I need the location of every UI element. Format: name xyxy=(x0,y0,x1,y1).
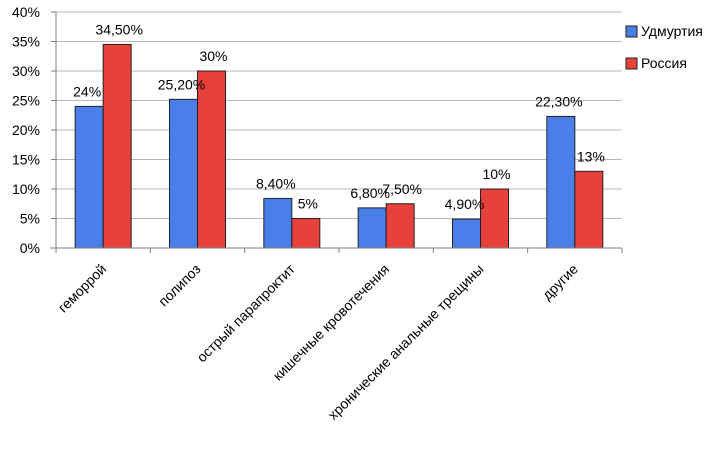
x-category-label: геморрой xyxy=(55,261,110,316)
legend-swatch xyxy=(625,57,638,70)
bar-udmurtia-4 xyxy=(452,218,481,249)
y-tick-label: 25% xyxy=(12,93,40,109)
x-category-label: хронические анальные трещины xyxy=(325,261,487,423)
data-labels: 24% 25,20% 8,40% 6,80% 4,90% 22,30% 34,50% 30% 5… xyxy=(73,21,605,212)
bar-udmurtia-1 xyxy=(169,98,198,249)
bar-russia-2 xyxy=(291,218,321,249)
legend-label: Удмуртия xyxy=(641,23,703,39)
data-label: 25,20% xyxy=(158,76,205,92)
x-category-label: полипоз xyxy=(155,261,204,310)
data-label: 5% xyxy=(298,196,318,212)
y-tick-label: 40% xyxy=(12,4,40,20)
y-tick-label: 35% xyxy=(12,34,40,50)
y-tick-label: 30% xyxy=(12,63,40,79)
bar-russia-4 xyxy=(480,188,509,249)
legend-swatch xyxy=(625,25,638,38)
bar-udmurtia-5 xyxy=(546,115,576,249)
data-label: 22,30% xyxy=(535,93,582,109)
legend-label: Россия xyxy=(641,55,687,71)
bar-udmurtia-3 xyxy=(357,207,387,249)
y-tick-label: 0% xyxy=(20,240,40,256)
y-tick-label: 5% xyxy=(20,211,40,227)
data-label: 6,80% xyxy=(350,185,390,201)
y-tick-label: 20% xyxy=(12,122,40,138)
y-tick-label: 10% xyxy=(12,181,40,197)
y-axis: 0% 5% 10% 15% 20% 25% 30% 35% 40% xyxy=(12,4,57,256)
legend: Удмуртия Россия xyxy=(625,23,703,71)
gridlines xyxy=(56,11,622,219)
bar-russia-3 xyxy=(385,203,415,249)
y-tick-label: 15% xyxy=(12,152,40,168)
data-label: 30% xyxy=(199,48,227,64)
bar-udmurtia-2 xyxy=(263,197,293,249)
bars xyxy=(74,43,604,249)
data-label: 34,50% xyxy=(95,21,142,37)
x-category-label: другие xyxy=(539,261,581,303)
data-label: 10% xyxy=(482,166,510,182)
x-category-label: острый парапроктит xyxy=(193,260,298,365)
data-label: 13% xyxy=(577,148,605,164)
bar-udmurtia-0 xyxy=(74,105,104,249)
data-label: 8,40% xyxy=(256,175,296,191)
bar-russia-0 xyxy=(102,43,132,249)
data-label: 7,50% xyxy=(382,181,422,197)
bar-russia-5 xyxy=(574,170,604,249)
data-label: 4,90% xyxy=(445,196,485,212)
data-label: 24% xyxy=(73,83,101,99)
bar-russia-1 xyxy=(197,70,226,249)
